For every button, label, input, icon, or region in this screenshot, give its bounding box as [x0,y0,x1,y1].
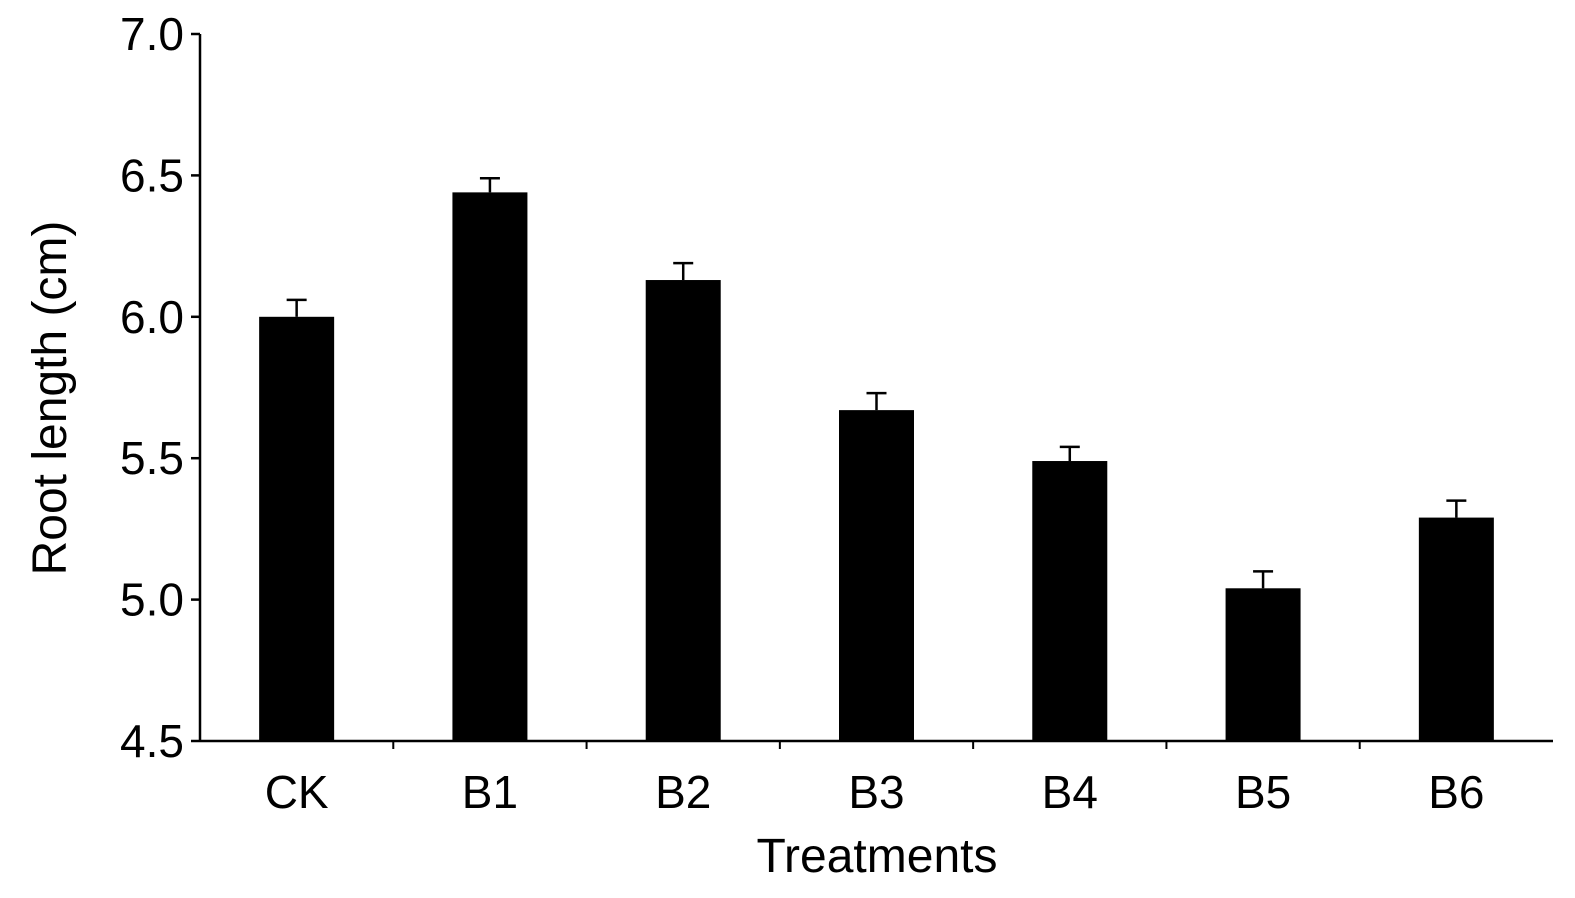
y-tick-label-5: 7.0 [120,8,184,60]
x-tick-label-B6: B6 [1428,766,1484,818]
y-tick-label-1: 5.0 [120,574,184,626]
bar-B5 [1225,588,1301,741]
bar-B2 [645,280,721,741]
bar-B1 [452,192,528,742]
x-axis-title: Treatments [757,830,998,883]
bar-B6 [1418,517,1494,741]
x-tick-label-B5: B5 [1235,766,1291,818]
bar-CK [259,316,335,741]
plot-area: 4.5 5.0 5.5 6.0 6.5 7.0 CK B1 B2 B3 B4 B5 B6 [120,8,1553,818]
y-tick-label-2: 5.5 [120,432,184,484]
y-tick-label-4: 6.5 [120,149,184,201]
x-tick-label-B1: B1 [462,766,518,818]
x-tick-label-B3: B3 [848,766,904,818]
y-axis-title: Root length (cm) [24,221,77,576]
x-tick-label-B4: B4 [1042,766,1098,818]
y-tick-label-3: 6.0 [120,291,184,343]
y-tick-label-0: 4.5 [120,715,184,767]
x-tick-label-B2: B2 [655,766,711,818]
bar-B3 [839,410,914,741]
x-tick-label-CK: CK [265,766,329,818]
bar-B4 [1032,461,1108,741]
